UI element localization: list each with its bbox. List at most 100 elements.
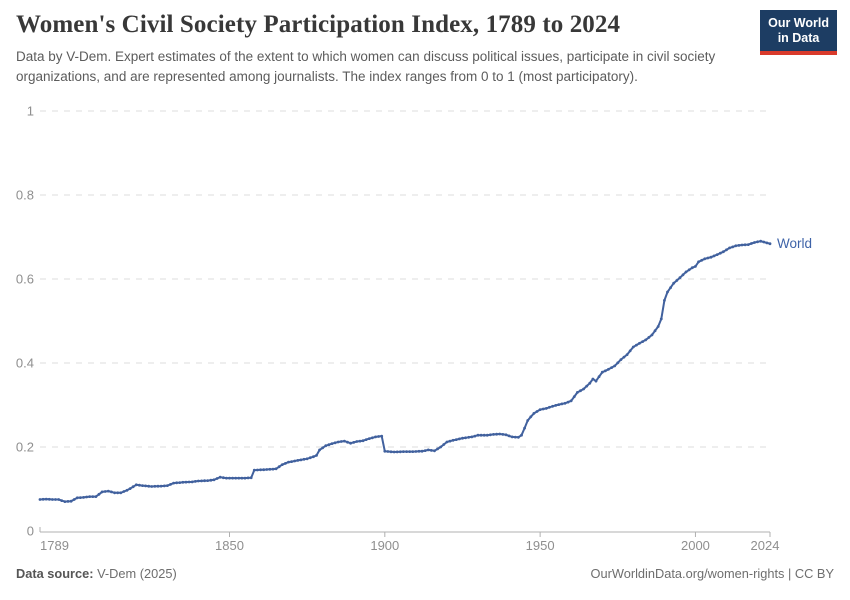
world-data-point: [619, 358, 623, 361]
world-data-point: [122, 490, 126, 493]
world-data-point: [464, 436, 467, 440]
world-data-point: [641, 340, 644, 343]
world-data-point: [72, 498, 76, 501]
y-tick-label: 0.6: [16, 272, 34, 287]
world-data-point: [768, 242, 772, 246]
world-data-point: [548, 405, 551, 409]
world-data-point: [97, 492, 101, 496]
world-data-point: [290, 460, 293, 463]
owid-logo[interactable]: Our World in Data: [760, 10, 837, 55]
world-data-point: [638, 341, 641, 345]
world-data-point: [287, 460, 290, 464]
world-data-point: [492, 433, 495, 436]
world-data-point: [405, 450, 408, 453]
world-data-point: [299, 458, 303, 462]
world-data-point: [473, 434, 477, 438]
data-source-value: V-Dem (2025): [93, 566, 177, 581]
world-data-point: [653, 329, 657, 333]
world-data-point: [647, 336, 651, 339]
world-data-point: [190, 480, 194, 484]
world-data-point: [377, 435, 380, 438]
world-data-point: [305, 457, 309, 461]
world-data-point: [346, 440, 349, 444]
world-data-point: [700, 258, 704, 262]
x-tick-label: 2024: [751, 538, 780, 553]
world-data-point: [703, 257, 707, 261]
world-data-point: [517, 435, 520, 439]
world-data-point: [209, 478, 213, 482]
world-data-point: [103, 490, 107, 493]
world-data-point: [212, 478, 216, 482]
world-data-point: [318, 448, 321, 452]
world-data-point: [343, 439, 346, 443]
world-data-point: [197, 479, 200, 483]
world-data-point: [495, 432, 498, 436]
world-data-point: [69, 499, 73, 503]
world-data-point: [75, 496, 79, 500]
world-data-point: [277, 465, 281, 469]
world-data-point: [544, 407, 548, 410]
world-data-point: [439, 445, 443, 449]
y-tick-label: 0.4: [16, 356, 34, 371]
world-data-point: [215, 477, 219, 480]
world-data-point: [551, 404, 554, 408]
world-data-point: [430, 449, 433, 452]
world-data-point: [734, 244, 738, 248]
world-data-point: [666, 290, 669, 294]
world-data-point: [193, 480, 197, 483]
world-data-point: [479, 433, 483, 437]
world-data-point: [187, 480, 191, 484]
world-data-point: [706, 256, 710, 260]
world-data-point: [504, 433, 508, 437]
world-data-point: [144, 484, 148, 488]
world-data-point: [669, 286, 672, 289]
world-data-point: [408, 450, 412, 453]
world-data-point: [178, 481, 182, 484]
world-data-point: [563, 401, 567, 405]
world-data-point: [737, 244, 741, 247]
world-data-point: [753, 241, 756, 244]
world-data-point: [41, 497, 45, 501]
world-data-point: [470, 435, 474, 439]
world-data-point: [181, 480, 185, 484]
world-data-point: [489, 433, 492, 437]
world-data-point: [622, 355, 626, 359]
world-data-point: [690, 266, 694, 270]
world-data-point: [715, 253, 719, 256]
world-data-point: [709, 255, 713, 259]
world-data-point: [169, 483, 172, 486]
world-data-point: [293, 459, 297, 463]
world-data-point: [367, 437, 371, 440]
world-data-point: [57, 498, 60, 501]
world-data-point: [554, 404, 558, 407]
world-data-point: [392, 450, 396, 454]
world-data-point: [246, 476, 250, 480]
world-data-point: [153, 484, 157, 488]
world-data-point: [280, 463, 284, 466]
world-data-point: [507, 434, 511, 438]
world-data-point: [448, 439, 452, 443]
world-line[interactable]: [39, 240, 771, 503]
world-data-point: [718, 251, 722, 255]
world-data-point: [526, 419, 530, 422]
world-data-point: [532, 412, 536, 415]
world-data-point: [426, 448, 430, 452]
world-data-point: [175, 481, 179, 485]
world-data-point: [389, 450, 393, 454]
world-data-point: [206, 479, 210, 482]
world-data-point: [203, 479, 207, 483]
world-data-point: [339, 440, 343, 443]
world-series-label[interactable]: World: [777, 236, 812, 251]
world-data-point: [256, 468, 259, 472]
world-data-point: [125, 488, 129, 492]
world-data-point: [221, 476, 225, 480]
world-data-point: [333, 441, 337, 445]
world-data-point: [85, 495, 88, 499]
world-data-point: [138, 483, 141, 487]
world-data-point: [38, 498, 42, 501]
world-data-point: [172, 481, 176, 485]
license-link[interactable]: OurWorldinData.org/women-rights | CC BY: [590, 566, 834, 581]
world-data-point: [268, 467, 272, 471]
world-data-point: [687, 268, 691, 272]
